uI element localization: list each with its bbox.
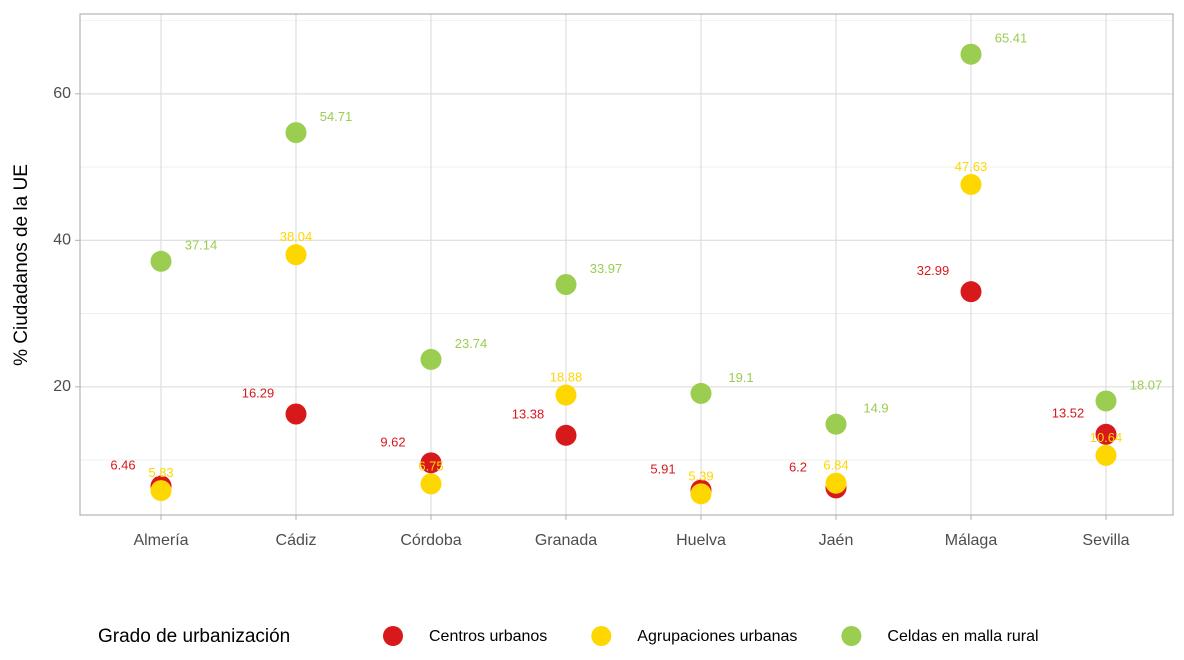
legend-label: Agrupaciones urbanas bbox=[637, 628, 797, 645]
value-label: 33.97 bbox=[590, 261, 623, 276]
value-label: 65.41 bbox=[995, 31, 1028, 46]
legend-key bbox=[841, 626, 862, 646]
value-label: 6.46 bbox=[110, 457, 135, 472]
value-label: 14.9 bbox=[863, 401, 888, 416]
legend-title: Grado de urbanización bbox=[98, 626, 290, 647]
value-label: 19.1 bbox=[728, 370, 753, 385]
value-label: 13.52 bbox=[1052, 406, 1085, 421]
dot bbox=[690, 382, 712, 404]
x-tick-label: Almería bbox=[133, 532, 188, 549]
value-label: 6.75 bbox=[418, 458, 443, 473]
value-label: 38.04 bbox=[280, 229, 313, 244]
dot bbox=[555, 384, 577, 406]
value-label: 18.88 bbox=[550, 369, 583, 384]
value-label: 54.71 bbox=[320, 109, 353, 124]
dot bbox=[285, 122, 307, 144]
dot bbox=[960, 173, 982, 195]
value-label: 23.74 bbox=[455, 336, 488, 351]
x-tick-label: Huelva bbox=[676, 532, 726, 549]
dot bbox=[420, 452, 442, 474]
value-label: 5.91 bbox=[650, 461, 675, 476]
value-label: 13.38 bbox=[512, 407, 545, 422]
legend-key bbox=[591, 626, 612, 646]
value-label: 10.64 bbox=[1090, 430, 1123, 445]
legend-label: Centros urbanos bbox=[429, 628, 547, 645]
x-tick-label: Granada bbox=[535, 532, 597, 549]
dot bbox=[960, 281, 982, 303]
y-tick-label: 60 bbox=[53, 85, 71, 102]
panel-border bbox=[79, 13, 1174, 516]
y-tick-label: 20 bbox=[53, 378, 71, 395]
x-tick-label: Jaén bbox=[819, 532, 854, 549]
x-tick-label: Málaga bbox=[945, 532, 998, 549]
value-label: 9.62 bbox=[380, 434, 405, 449]
legend-key bbox=[383, 626, 403, 646]
dot bbox=[825, 472, 847, 494]
dot bbox=[150, 480, 172, 502]
value-label: 47.63 bbox=[955, 159, 988, 174]
legend-label: Celdas en malla rural bbox=[887, 628, 1038, 645]
value-label: 6.84 bbox=[823, 458, 848, 473]
x-tick-label: Sevilla bbox=[1082, 532, 1129, 549]
dot bbox=[285, 403, 307, 425]
value-label: 6.2 bbox=[789, 459, 807, 474]
dot bbox=[960, 43, 982, 65]
dot bbox=[555, 273, 577, 295]
dot bbox=[420, 348, 442, 370]
x-tick-label: Córdoba bbox=[400, 532, 461, 549]
y-axis-title: % Ciudadanos de la UE bbox=[11, 164, 32, 366]
dot bbox=[285, 244, 307, 266]
dot bbox=[690, 483, 712, 505]
value-label: 5.39 bbox=[688, 468, 713, 483]
x-tick-label: Cádiz bbox=[276, 532, 317, 549]
dot bbox=[1095, 423, 1117, 445]
dot bbox=[1095, 390, 1117, 412]
dot bbox=[420, 473, 442, 495]
dot bbox=[150, 250, 172, 272]
y-tick-label: 40 bbox=[53, 232, 71, 249]
dot bbox=[825, 413, 847, 435]
value-label: 18.07 bbox=[1130, 377, 1163, 392]
dot bbox=[555, 424, 577, 446]
dot bbox=[1095, 444, 1117, 466]
value-label: 37.14 bbox=[185, 238, 218, 253]
value-label: 16.29 bbox=[242, 385, 275, 400]
value-label: 5.83 bbox=[148, 465, 173, 480]
value-label: 32.99 bbox=[917, 263, 950, 278]
